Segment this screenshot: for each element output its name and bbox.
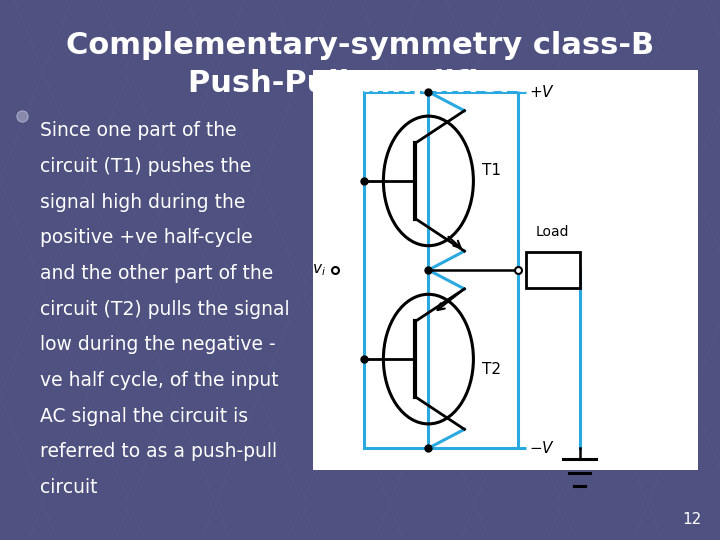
Text: Complementary-symmetry class-B: Complementary-symmetry class-B <box>66 31 654 60</box>
Text: T2: T2 <box>482 362 501 377</box>
Bar <box>526 252 580 287</box>
Text: Load: Load <box>536 225 570 239</box>
Text: $+V$: $+V$ <box>529 84 555 100</box>
Text: 12: 12 <box>683 511 702 526</box>
Text: circuit: circuit <box>40 478 97 497</box>
Text: Since one part of the: Since one part of the <box>40 122 236 140</box>
Text: $v_i$: $v_i$ <box>312 262 326 278</box>
Text: Push-Pull amplifiers: Push-Pull amplifiers <box>188 69 532 98</box>
Text: ve half cycle, of the input: ve half cycle, of the input <box>40 371 278 390</box>
Text: signal high during the: signal high during the <box>40 193 245 212</box>
Text: $-V$: $-V$ <box>529 440 555 456</box>
Text: circuit (T1) pushes the: circuit (T1) pushes the <box>40 157 251 176</box>
Text: and the other part of the: and the other part of the <box>40 264 273 283</box>
Text: positive +ve half-cycle: positive +ve half-cycle <box>40 228 252 247</box>
Text: AC signal the circuit is: AC signal the circuit is <box>40 407 248 426</box>
Text: T1: T1 <box>482 163 501 178</box>
Text: circuit (T2) pulls the signal: circuit (T2) pulls the signal <box>40 300 289 319</box>
Text: low during the negative -: low during the negative - <box>40 335 275 354</box>
Text: referred to as a push-pull: referred to as a push-pull <box>40 442 276 461</box>
Bar <box>313 70 698 470</box>
